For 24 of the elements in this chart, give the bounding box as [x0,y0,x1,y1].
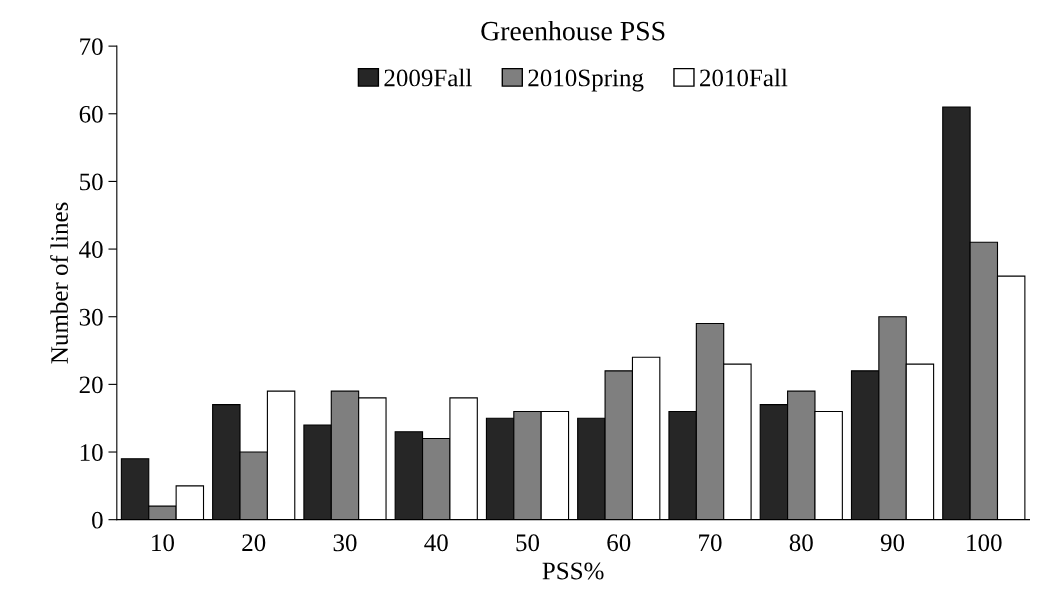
x-axis-title: PSS% [542,562,604,580]
x-tick-label: 40 [424,534,448,552]
y-tick-label: 70 [80,38,103,56]
x-tick-label: 100 [967,534,1002,552]
x-tick-label: 30 [333,534,357,552]
y-axis-title: Number of lines [50,202,68,364]
y-tick-label: 0 [92,511,103,529]
y-tick-label: 30 [79,308,103,326]
y-tick-label: 50 [80,173,103,191]
x-tick-label: 20 [242,534,266,552]
x-tick-label: 90 [880,534,905,552]
legend-label: 2010Spring [528,69,644,92]
y-tick-label: 20 [79,376,103,394]
y-tick-label: 60 [79,105,103,123]
x-tick-label: 80 [789,534,813,552]
legend-label: 2009Fall [384,68,472,87]
y-tick-label: 40 [79,241,103,258]
x-tick-label: 50 [516,534,540,552]
chart-title: Greenhouse PSS [481,20,665,41]
x-tick-label: 10 [152,534,174,552]
x-tick-label: 60 [607,534,631,552]
y-tick-label: 10 [80,444,103,461]
x-tick-label: 70 [699,534,722,552]
legend-label: 2010Fall [700,68,788,87]
